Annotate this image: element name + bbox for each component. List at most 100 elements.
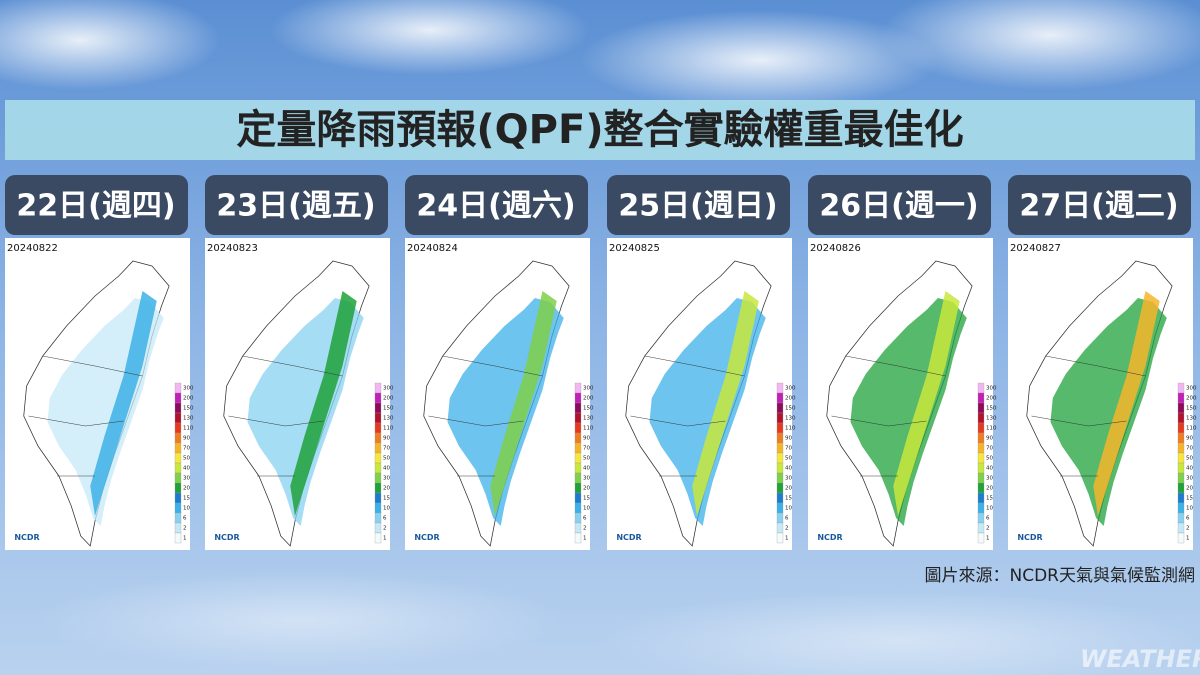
legend-label: 1 bbox=[183, 536, 187, 542]
legend-cell bbox=[174, 432, 182, 444]
logo: NCDR bbox=[214, 533, 239, 542]
legend-label: 30 bbox=[383, 476, 390, 482]
legend-label: 90 bbox=[183, 436, 190, 442]
legend-label: 50 bbox=[583, 456, 590, 462]
legend-cell bbox=[174, 442, 182, 454]
legend-cell bbox=[174, 492, 182, 504]
legend-cell bbox=[776, 412, 784, 424]
legend-cell bbox=[174, 392, 182, 404]
legend-label: 40 bbox=[986, 466, 993, 472]
legend-cell bbox=[776, 442, 784, 454]
legend-label: 90 bbox=[1186, 436, 1193, 442]
county-lines bbox=[28, 355, 143, 477]
map-panel: 20240825NCDR3002001501301109070504030201… bbox=[607, 238, 796, 550]
legend-label: 2 bbox=[183, 526, 187, 532]
legend-cell bbox=[977, 482, 985, 494]
legend-label: 130 bbox=[785, 416, 796, 422]
map bbox=[826, 260, 973, 547]
logo: NCDR bbox=[14, 533, 39, 542]
legend-cell bbox=[374, 532, 382, 544]
legend-label: 300 bbox=[583, 386, 594, 392]
legend-cell bbox=[776, 462, 784, 474]
legend-label: 70 bbox=[785, 446, 792, 452]
legend-label: 15 bbox=[583, 496, 590, 502]
legend-label: 130 bbox=[183, 416, 194, 422]
legend-label: 20 bbox=[986, 486, 993, 492]
legend-label: 15 bbox=[383, 496, 390, 502]
legend-label: 40 bbox=[383, 466, 390, 472]
legend-cell bbox=[977, 442, 985, 454]
date: 20240827 bbox=[1010, 243, 1061, 254]
legend-cell bbox=[574, 442, 582, 454]
legend-label: 40 bbox=[183, 466, 190, 472]
date: 20240825 bbox=[609, 243, 660, 254]
legend-cell bbox=[174, 462, 182, 474]
legend-label: 90 bbox=[383, 436, 390, 442]
legend-label: 30 bbox=[183, 476, 190, 482]
legend-cell bbox=[977, 512, 985, 524]
day-label: 26日(週一) bbox=[819, 189, 978, 224]
legend-label: 90 bbox=[583, 436, 590, 442]
legend-label: 1 bbox=[583, 536, 587, 542]
source: 圖片來源：NCDR天氣與氣候監測網 bbox=[925, 566, 1196, 586]
legend-cell bbox=[374, 442, 382, 454]
legend-cell bbox=[374, 492, 382, 504]
legend-cell bbox=[776, 452, 784, 464]
legend-label: 40 bbox=[1186, 466, 1193, 472]
legend-label: 50 bbox=[183, 456, 190, 462]
legend-label: 10 bbox=[583, 506, 590, 512]
map-panel: 20240823NCDR3002001501301109070504030201… bbox=[205, 238, 394, 550]
watermark: WEATHER bbox=[1080, 645, 1200, 673]
county-lines bbox=[228, 355, 343, 477]
legend-label: 70 bbox=[986, 446, 993, 452]
legend-label: 1 bbox=[785, 536, 789, 542]
day-label: 25日(週日) bbox=[618, 189, 777, 224]
legend-label: 70 bbox=[183, 446, 190, 452]
legend-cell bbox=[174, 482, 182, 494]
legend-cell bbox=[374, 502, 382, 514]
legend-cell bbox=[776, 512, 784, 524]
legend-cell bbox=[174, 382, 182, 394]
legend-cell bbox=[977, 522, 985, 534]
legend-label: 200 bbox=[383, 396, 394, 402]
legend-label: 15 bbox=[785, 496, 792, 502]
legend-label: 130 bbox=[986, 416, 997, 422]
legend-cell bbox=[374, 432, 382, 444]
legend-cell bbox=[776, 392, 784, 404]
legend-label: 150 bbox=[785, 406, 796, 412]
rain-core bbox=[90, 291, 157, 516]
legend-label: 20 bbox=[583, 486, 590, 492]
legend-label: 2 bbox=[785, 526, 789, 532]
legend-label: 20 bbox=[785, 486, 792, 492]
legend-cell bbox=[977, 422, 985, 434]
legend-cell bbox=[574, 502, 582, 514]
legend-label: 110 bbox=[583, 426, 594, 432]
legend-label: 300 bbox=[383, 386, 394, 392]
legend-cell bbox=[977, 462, 985, 474]
legend-cell bbox=[977, 402, 985, 414]
legend-cell bbox=[374, 392, 382, 404]
legend-label: 50 bbox=[986, 456, 993, 462]
date: 20240826 bbox=[810, 243, 861, 254]
legend-cell bbox=[574, 532, 582, 544]
county-lines bbox=[428, 355, 543, 477]
logo: NCDR bbox=[1017, 533, 1042, 542]
rain-core bbox=[1093, 291, 1160, 516]
legend-cell bbox=[174, 472, 182, 484]
legend-cell bbox=[374, 472, 382, 484]
legend-label: 200 bbox=[986, 396, 997, 402]
rain-core bbox=[893, 291, 960, 516]
legend-label: 70 bbox=[583, 446, 590, 452]
legend-cell bbox=[977, 532, 985, 544]
legend-cell bbox=[1177, 492, 1185, 504]
day-label: 22日(週四) bbox=[16, 189, 175, 224]
legend-cell bbox=[174, 412, 182, 424]
legend-cell bbox=[1177, 442, 1185, 454]
title: 定量降雨預報(QPF)整合實驗權重最佳化 bbox=[236, 107, 963, 153]
legend-cell bbox=[1177, 472, 1185, 484]
legend-label: 150 bbox=[986, 406, 997, 412]
legend-label: 200 bbox=[1186, 396, 1197, 402]
legend-label: 200 bbox=[785, 396, 796, 402]
